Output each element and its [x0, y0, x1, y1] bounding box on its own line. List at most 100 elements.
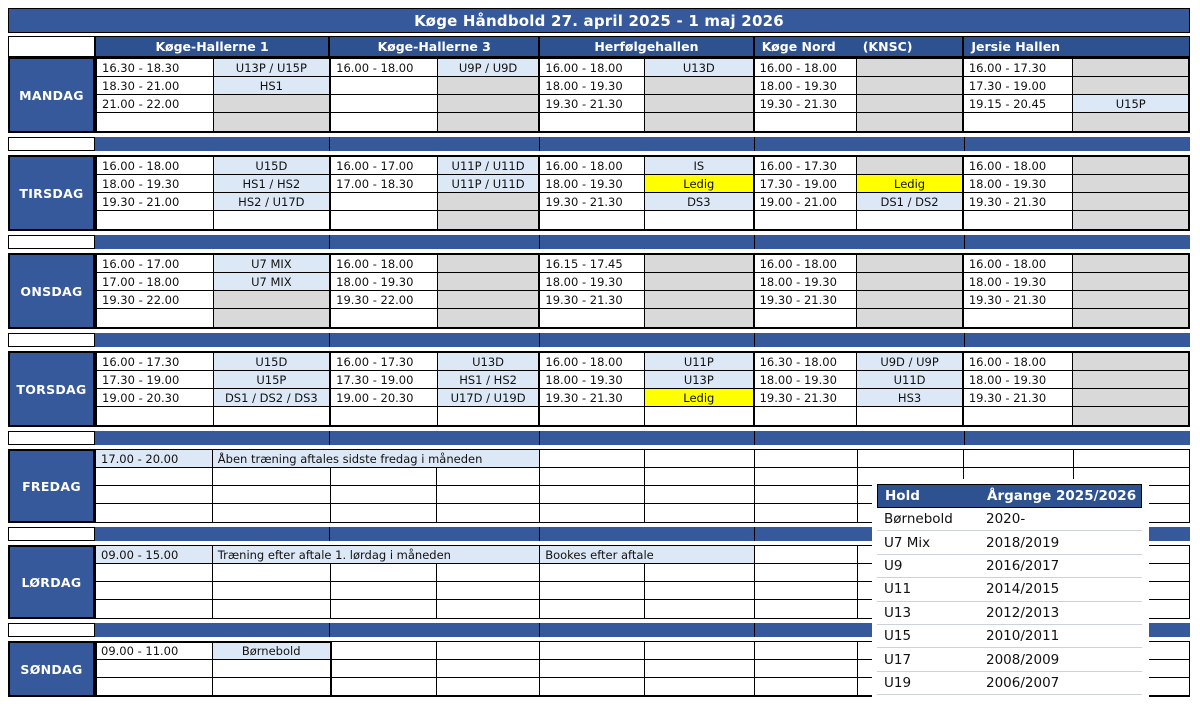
team-cell [645, 504, 755, 522]
separator-segment [540, 431, 755, 445]
time-cell: 16.00 - 17.30 [754, 157, 858, 174]
team-cell: U13D [645, 59, 755, 76]
time-cell [963, 211, 1074, 229]
legend-team: U11 [884, 581, 912, 598]
legend-row: U7 Mix 2018/2019 [877, 531, 1142, 555]
time-cell: 18.00 - 19.30 [963, 273, 1074, 290]
time-cell: 17.30 - 19.00 [963, 77, 1074, 94]
time-cell [540, 309, 646, 327]
time-cell [754, 660, 858, 677]
time-cell: 19.30 - 21.30 [754, 291, 858, 308]
team-cell [645, 450, 755, 467]
team-cell [645, 77, 755, 94]
team-cell [857, 407, 964, 425]
team-cell [1073, 371, 1189, 388]
team-cell [645, 113, 755, 131]
time-cell [964, 450, 1075, 467]
team-cell: Ledig [645, 389, 755, 406]
time-cell [331, 309, 438, 327]
time-cell: 16.00 - 18.00 [331, 59, 438, 76]
team-cell [437, 504, 541, 522]
team-cell [437, 255, 541, 272]
time-cell [330, 678, 438, 695]
team-cell [857, 255, 964, 272]
time-cell: 19.30 - 21.30 [540, 291, 646, 308]
team-cell [1073, 273, 1189, 290]
time-cell [540, 600, 646, 618]
legend-team: U15 [884, 628, 912, 645]
team-cell [212, 600, 331, 618]
team-cell: HS1 / HS2 [213, 175, 332, 192]
time-cell [754, 546, 858, 563]
schedule-row: 16.00 - 18.00 U15D 16.00 - 17.00 U11P / U11… [97, 157, 1189, 175]
time-cell: 18.00 - 19.30 [540, 175, 646, 192]
time-cell: 16.00 - 18.00 [540, 157, 646, 174]
team-cell [857, 157, 964, 174]
time-cell [754, 211, 858, 229]
team-cell [1073, 389, 1189, 406]
team-cell [645, 600, 755, 618]
separator-segment [540, 235, 755, 249]
team-cell [437, 678, 541, 695]
time-cell [96, 486, 213, 503]
time-cell: 16.00 - 18.00 [97, 157, 214, 174]
hall-label: Køge Nord [761, 39, 836, 54]
team-cell: U15P [1073, 95, 1189, 112]
time-cell [963, 407, 1074, 425]
time-cell [540, 211, 646, 229]
team-cell [437, 273, 541, 290]
team-cell: IS [645, 157, 755, 174]
time-cell: 18.00 - 19.30 [540, 273, 646, 290]
time-cell: 19.30 - 21.30 [540, 193, 646, 210]
team-cell: U15D [213, 157, 332, 174]
day-block-torsdag: TORSDAG 16.00 - 17.30 U15D 16.00 - 17.30 U13… [8, 351, 1190, 427]
time-cell [331, 193, 438, 210]
team-cell [213, 291, 332, 308]
time-cell [963, 309, 1074, 327]
note-cell: Bookes efter aftale [540, 546, 755, 563]
team-cell [1073, 157, 1189, 174]
hall-header-1: Køge-Hallerne 1 [95, 37, 331, 56]
team-cell: Børnebold [212, 642, 331, 659]
team-cell [645, 211, 755, 229]
time-cell [331, 113, 438, 131]
team-cell [1073, 113, 1189, 131]
corner-empty-cell [9, 37, 96, 56]
time-cell: 18.00 - 19.30 [963, 175, 1074, 192]
day-block-fredag: FREDAG 17.00 - 20.00 Åben træning aftales … [8, 449, 1190, 523]
separator-segment [95, 431, 330, 445]
schedule-row [97, 113, 1189, 131]
time-cell: 19.30 - 21.30 [540, 95, 646, 112]
separator-segment [965, 333, 1190, 347]
team-cell [1073, 193, 1189, 210]
schedule-row: 17.30 - 19.00 U15P 17.30 - 19.00 HS1 / HS2 1… [97, 371, 1189, 389]
legend-years: 2014/2015 [986, 581, 1060, 598]
time-cell: 17.00 - 18.00 [97, 273, 214, 290]
team-cell [1073, 291, 1189, 308]
day-label: ONSDAG [8, 253, 95, 329]
time-cell [754, 504, 858, 522]
time-cell [331, 77, 438, 94]
time-cell: 19.30 - 22.00 [331, 291, 438, 308]
hall-label: Køge-Hallerne 1 [155, 39, 269, 54]
legend-years: 2010/2011 [986, 628, 1060, 645]
team-cell [437, 582, 541, 599]
separator-segment [95, 137, 330, 151]
team-cell [213, 407, 332, 425]
team-cell: U17D / U19D [437, 389, 541, 406]
time-cell: 16.00 - 17.00 [331, 157, 438, 174]
schedule-row: 19.30 - 21.00 HS2 / U17D 19.30 - 21.30 DS3 1… [97, 193, 1189, 211]
time-cell [540, 468, 646, 485]
separator-band [95, 333, 1190, 347]
time-cell: 18.00 - 19.30 [963, 371, 1074, 388]
team-cell [212, 486, 331, 503]
hall-label: Jersie Hallen [971, 39, 1061, 54]
time-cell: 17.30 - 19.00 [754, 175, 858, 192]
day-rows: 16.00 - 17.30 U15D 16.00 - 17.30 U13D 16.00 … [95, 351, 1190, 427]
schedule-grid: MANDAG 16.30 - 18.30 U13P / U15P 16.00 - 18… [8, 57, 1190, 697]
day-rows: 16.00 - 18.00 U15D 16.00 - 17.00 U11P / U11… [95, 155, 1190, 231]
hall-header-row: Køge-Hallerne 1 Køge-Hallerne 3 Herfølgeha… [8, 36, 1190, 57]
time-cell: 19.30 - 21.30 [540, 389, 646, 406]
time-cell [96, 504, 213, 522]
time-cell: 19.00 - 20.30 [331, 389, 438, 406]
